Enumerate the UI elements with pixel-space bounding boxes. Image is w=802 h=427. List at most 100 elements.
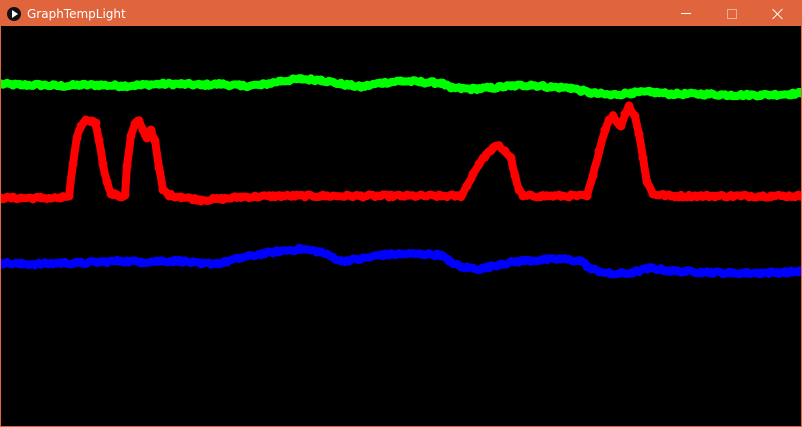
series-1-point: [56, 193, 66, 203]
series-2-point: [576, 256, 586, 266]
series-0-point: [156, 79, 166, 89]
series-1-point: [16, 193, 26, 203]
series-2-point: [436, 250, 446, 260]
series-0-point: [96, 80, 106, 90]
series-1-point: [396, 191, 406, 201]
series-1-point: [64, 191, 74, 201]
series-2-point: [276, 246, 286, 256]
series-2: [1, 243, 801, 279]
series-2-point: [56, 258, 66, 268]
window-controls: [663, 1, 801, 26]
window-title: GraphTempLight: [27, 6, 126, 21]
maximize-button[interactable]: [709, 1, 755, 26]
series-1-point: [642, 177, 652, 187]
series-0-point: [756, 90, 766, 100]
series-1-point: [630, 111, 640, 121]
series-0-point: [396, 76, 406, 86]
series-1-point: [436, 191, 446, 201]
series-2-point: [556, 254, 566, 264]
series-0-point: [666, 89, 676, 99]
series-1-point: [316, 191, 326, 201]
series-1-point: [122, 161, 132, 171]
series-1-point: [462, 181, 472, 191]
series-0-point: [446, 83, 456, 93]
series-2-point: [336, 256, 346, 266]
series-2-point: [216, 258, 226, 268]
series-1-point: [638, 153, 648, 163]
series-2-point: [586, 264, 596, 274]
series-2-point: [756, 268, 766, 278]
close-icon: [772, 8, 784, 20]
series-2-point: [606, 269, 616, 279]
minimize-button[interactable]: [663, 1, 709, 26]
series-1: [1, 101, 801, 206]
series-1-point: [154, 163, 164, 173]
series-1-point: [468, 169, 478, 179]
play-circle-icon[interactable]: [7, 6, 21, 21]
series-0-point: [466, 84, 476, 94]
series-0-point: [136, 80, 146, 90]
series-2-point: [256, 249, 266, 259]
series-0-point: [486, 83, 496, 93]
series-1-point: [36, 193, 46, 203]
series-0-point: [586, 88, 596, 98]
series-0-point: [116, 81, 126, 91]
series-0-point: [626, 88, 636, 98]
series-1-point: [1, 193, 6, 203]
sensor-graph: [1, 74, 801, 279]
series-2-point: [316, 247, 326, 257]
series-2-point: [796, 266, 801, 276]
series-2-point: [456, 262, 466, 272]
series-0-point: [376, 78, 386, 88]
series-2-point: [176, 256, 186, 266]
series-1-point: [634, 129, 644, 139]
series-2-point: [416, 249, 426, 259]
series-0-point: [216, 79, 226, 89]
series-0-point: [36, 80, 46, 90]
series-1-point: [76, 121, 86, 131]
series-0-point: [56, 81, 66, 91]
series-1-point: [506, 153, 516, 163]
series-2-point: [116, 256, 126, 266]
series-0-point: [316, 75, 326, 85]
series-1-point: [624, 101, 634, 111]
series-0-point: [176, 79, 186, 89]
series-1-point: [68, 159, 78, 169]
series-1-point: [146, 125, 156, 135]
series-0: [1, 74, 801, 101]
series-2-point: [626, 268, 636, 278]
series-0-point: [416, 77, 426, 87]
series-2-point: [36, 259, 46, 269]
close-button[interactable]: [755, 1, 801, 26]
series-1-point: [94, 135, 104, 145]
series-1-point: [134, 116, 144, 126]
series-1-point: [176, 192, 186, 202]
series-2-point: [396, 249, 406, 259]
series-1-point: [600, 125, 610, 135]
series-0-point: [436, 78, 446, 88]
series-1-trace: [1, 101, 801, 206]
series-1-point: [696, 191, 706, 201]
series-0-point: [196, 80, 206, 90]
minimize-icon: [681, 13, 691, 14]
series-0-point: [526, 80, 536, 90]
series-0-point: [546, 82, 556, 92]
series-1-point: [91, 118, 101, 128]
series-1-point: [356, 191, 366, 201]
series-1-point: [236, 192, 246, 202]
series-2-point: [726, 268, 736, 278]
series-0-point: [276, 76, 286, 86]
series-1-point: [518, 191, 528, 201]
series-0-point: [1, 79, 6, 89]
series-1-point: [126, 131, 136, 141]
series-1-point: [620, 109, 630, 119]
series-2-point: [96, 257, 106, 267]
series-0-point: [236, 81, 246, 91]
title-bar[interactable]: GraphTempLight: [1, 1, 801, 26]
series-1-point: [150, 136, 160, 146]
series-0-point: [16, 80, 26, 90]
series-0-point: [726, 90, 736, 100]
series-2-point: [1, 258, 6, 268]
maximize-icon: [727, 8, 737, 19]
series-2-point: [16, 259, 26, 269]
